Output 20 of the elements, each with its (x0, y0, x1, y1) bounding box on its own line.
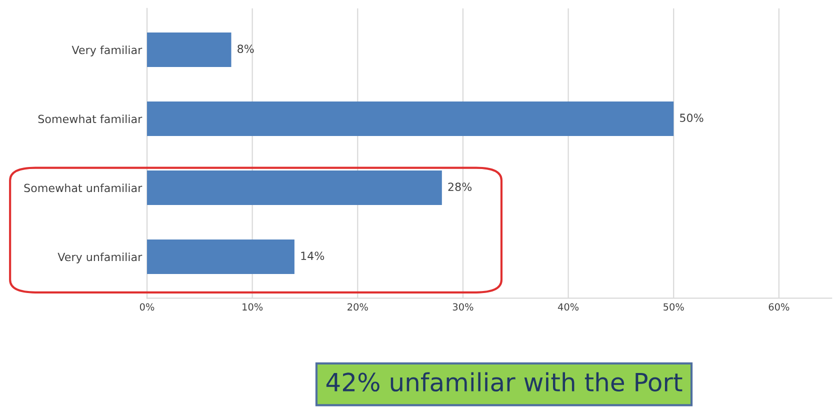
bar (147, 32, 232, 68)
bar (147, 240, 294, 274)
y-tick-label: Very unfamiliar (58, 252, 142, 264)
x-tick-label: 10% (242, 303, 263, 311)
y-tick-label: Very familiar (72, 46, 142, 56)
data-label: 8% (238, 44, 254, 54)
data-label: 28% (448, 182, 472, 192)
x-tick-label: 0% (140, 303, 154, 311)
x-tick-label: 50% (664, 303, 684, 311)
x-tick-label: 60% (768, 303, 790, 311)
data-label: 14% (301, 252, 324, 260)
bar (147, 170, 442, 206)
x-tick-label: 30% (452, 303, 474, 311)
y-tick-label: Somewhat familiar (38, 114, 142, 124)
x-tick-label: 20% (348, 303, 368, 311)
bar (147, 102, 674, 136)
text: 42% unfamiliar with the Port (326, 372, 682, 392)
x-tick-label: 40% (558, 303, 579, 311)
data-label: 50% (680, 114, 704, 122)
y-tick-label: Somewhat unfamiliar (24, 184, 142, 192)
